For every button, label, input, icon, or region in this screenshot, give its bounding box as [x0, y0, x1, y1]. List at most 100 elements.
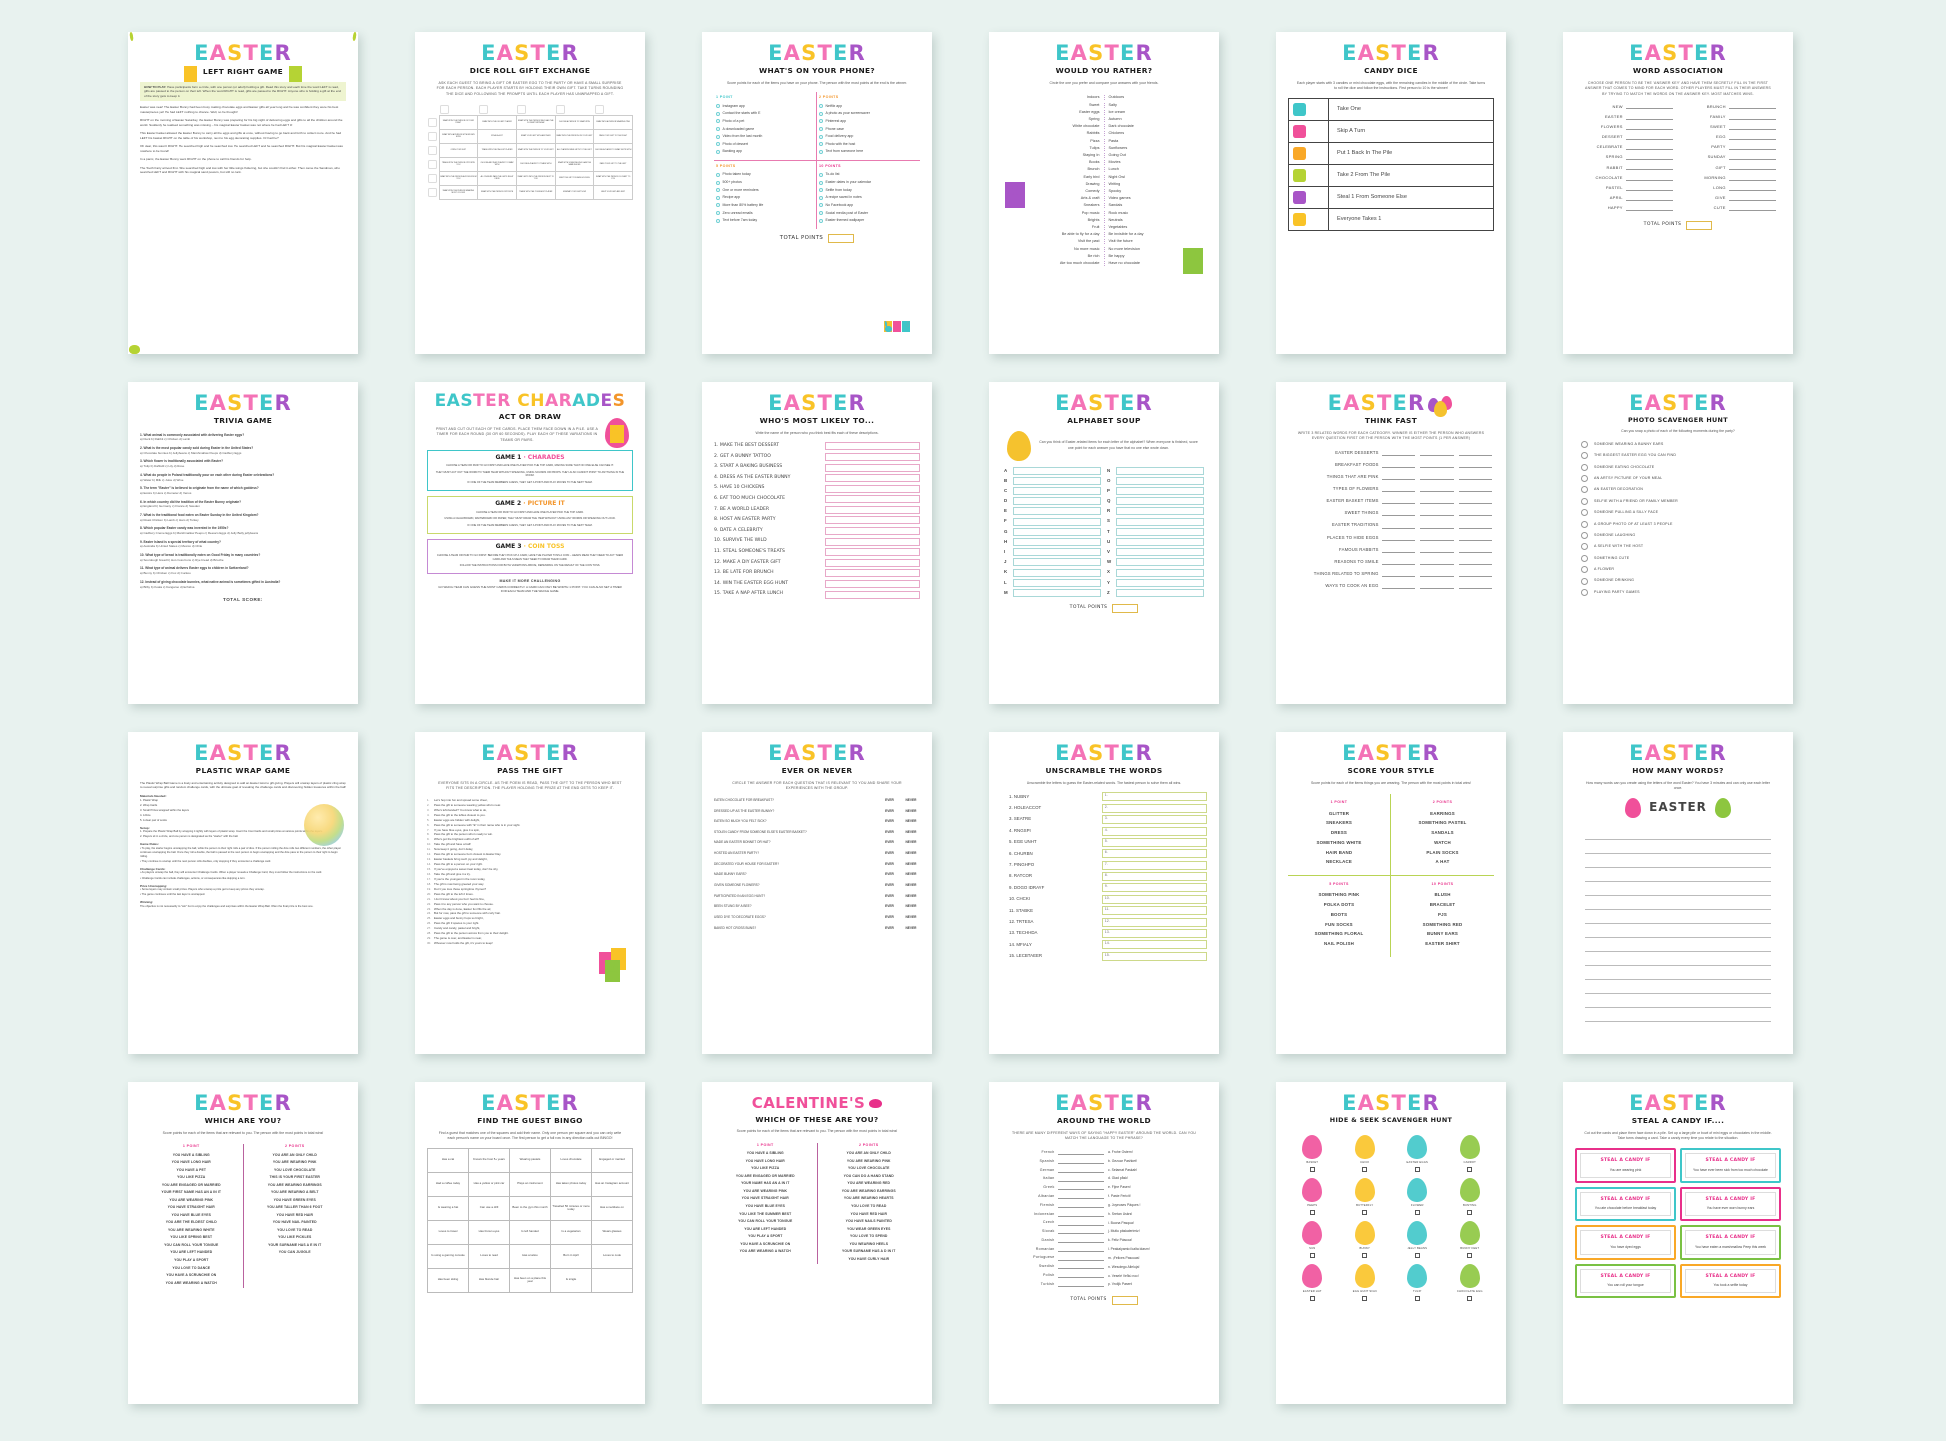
unscramble-row[interactable]: 4. RNGSPI 4.: [1001, 826, 1207, 836]
word-association-row[interactable]: RABBIT: [1580, 165, 1673, 171]
word-line[interactable]: [1585, 868, 1771, 882]
answer-input[interactable]: [1116, 548, 1204, 557]
total-points-input[interactable]: [828, 233, 855, 243]
language-row[interactable]: Swedish: [1001, 1264, 1104, 1270]
score-item[interactable]: YOU LIKE PIZZA: [751, 1166, 780, 1171]
style-item[interactable]: NECKLACE: [1326, 859, 1352, 865]
language-row[interactable]: Portuguese: [1001, 1255, 1104, 1261]
option-right[interactable]: Have no chocolate: [1108, 261, 1140, 265]
answer-input[interactable]: [1013, 538, 1101, 547]
answer-blank[interactable]: [1728, 108, 1776, 110]
most-likely-row[interactable]: 4. DRESS AS THE EASTER BUNNY: [714, 474, 920, 483]
checkbox-icon[interactable]: [819, 188, 823, 193]
checkbox-icon[interactable]: [819, 172, 823, 177]
hide-seek-item[interactable]: EASTER HAT: [1288, 1264, 1337, 1301]
sheet-easter-charades[interactable]: EASTER CHARADES ACT OR DRAW PRINT AND CU…: [415, 382, 645, 704]
checkbox-icon[interactable]: [716, 203, 720, 208]
hide-seek-item[interactable]: EGG HUNT SIGN: [1341, 1264, 1390, 1301]
answer-blank[interactable]: [1381, 575, 1416, 577]
style-item[interactable]: SOMETHING RED: [1422, 921, 1463, 927]
answer-blank[interactable]: [1458, 467, 1492, 469]
answer-blank[interactable]: [1420, 527, 1454, 529]
most-likely-row[interactable]: 12. MAKE A DIY EASTER GIFT: [714, 558, 920, 567]
checkbox-icon[interactable]: [819, 218, 823, 223]
option-left[interactable]: Brights: [1087, 217, 1100, 222]
most-likely-row[interactable]: 14. WIN THE EASTER EGG HUNT: [714, 580, 920, 589]
unscramble-row[interactable]: 8. RATCOR 8.: [1001, 872, 1207, 882]
answer-input[interactable]: 7.: [1101, 860, 1207, 870]
sheet-hide-seek-scavenger-hunt[interactable]: EASTER HIDE & SEEK SCAVENGER HUNT BASKET…: [1276, 1082, 1506, 1404]
answer-input[interactable]: 13.: [1101, 929, 1207, 939]
think-fast-row[interactable]: SWEET THINGS: [1288, 510, 1494, 517]
word-line[interactable]: [1585, 938, 1771, 952]
score-item[interactable]: YOU ARE WEARING A BELT: [270, 1190, 319, 1195]
answer-blank[interactable]: [1458, 551, 1492, 553]
bingo-cell[interactable]: Is wearing a hat: [427, 1195, 469, 1221]
language-row[interactable]: Czech: [1001, 1220, 1104, 1226]
answer-input[interactable]: 8.: [1101, 872, 1207, 882]
match-blank[interactable]: [1057, 1215, 1104, 1217]
alphabet-row[interactable]: Y: [1107, 578, 1204, 587]
option-right[interactable]: Sandals: [1108, 203, 1123, 208]
would-you-rather-pair[interactable]: Ate too much chocolate Have no chocolate: [1001, 260, 1207, 267]
never-option[interactable]: NEVER: [905, 893, 917, 898]
score-item[interactable]: YOU HAVE A SIBLING: [746, 1151, 784, 1156]
checkbox-icon[interactable]: [1414, 1167, 1420, 1173]
bingo-cell[interactable]: Plays an instrument: [509, 1171, 551, 1197]
never-option[interactable]: NEVER: [905, 904, 917, 909]
option-right[interactable]: Going Out: [1108, 152, 1126, 157]
sheet-how-many-words[interactable]: EASTER HOW MANY WORDS? How many words ca…: [1563, 732, 1793, 1054]
answer-blank[interactable]: [1625, 159, 1673, 161]
word-line[interactable]: [1585, 882, 1771, 896]
bingo-cell[interactable]: Has brown eyes: [468, 1219, 510, 1245]
answer-blank[interactable]: [1381, 539, 1416, 541]
score-item[interactable]: YOU PLAY A SPORT: [748, 1234, 783, 1239]
checklist-item[interactable]: Netflix app: [819, 104, 918, 109]
option-left[interactable]: Be rich: [1087, 253, 1100, 258]
ever-or-never-row[interactable]: MADE BUNNY EARS? EVER NEVER: [714, 872, 920, 877]
sheet-left-right-game[interactable]: EASTER LEFT RIGHT GAME HOW TO PLAY: Have…: [128, 32, 358, 354]
answer-input[interactable]: 9.: [1101, 883, 1207, 893]
checkbox-icon[interactable]: [1362, 1167, 1368, 1173]
hide-seek-item[interactable]: CARROT: [1446, 1135, 1495, 1173]
checkbox-icon[interactable]: [1581, 497, 1588, 505]
steal-candy-card[interactable]: STEAL A CANDY IF You have ever been sick …: [1680, 1147, 1781, 1183]
answer-input[interactable]: [1116, 497, 1204, 506]
answer-blank[interactable]: [1625, 210, 1673, 212]
bingo-cell[interactable]: Wearing pastels: [509, 1147, 551, 1173]
score-item[interactable]: YOUR FIRST NAME HAS AN A IN IT: [161, 1190, 222, 1195]
think-fast-row[interactable]: EASTER DESSERTS: [1288, 450, 1494, 457]
answer-input[interactable]: 3.: [1101, 815, 1207, 825]
answer-blank[interactable]: [1381, 503, 1416, 505]
word-association-row[interactable]: PARTY: [1683, 144, 1776, 151]
word-association-row[interactable]: SPRING: [1580, 154, 1673, 161]
answer-input[interactable]: [1116, 527, 1204, 536]
score-item[interactable]: YOU ARE WEARING A WATCH: [739, 1249, 791, 1254]
answer-input[interactable]: 12.: [1101, 917, 1207, 927]
style-item[interactable]: PLAIN SOCKS: [1426, 849, 1459, 855]
answer-blank[interactable]: [1625, 118, 1673, 120]
score-item[interactable]: YOU CAN ROLL YOUR TONGUE: [164, 1242, 219, 1247]
checklist-item[interactable]: Photo of a pet: [716, 119, 814, 124]
would-you-rather-pair[interactable]: Be able to fly for a day Be invisible for…: [1001, 231, 1207, 238]
score-item[interactable]: YOU HAVE A SCRUNCHIE ON: [740, 1241, 791, 1246]
option-left[interactable]: Early bird: [1083, 174, 1100, 179]
scavenger-item[interactable]: SOMEONE EATING CHOCOLATE: [1575, 463, 1781, 471]
word-line[interactable]: [1585, 826, 1771, 840]
checkbox-icon[interactable]: [819, 111, 823, 116]
never-option[interactable]: NEVER: [905, 808, 917, 813]
alphabet-row[interactable]: I: [1004, 548, 1101, 557]
bingo-cell[interactable]: Travelled 50 minutes or more today: [550, 1195, 592, 1221]
answer-input[interactable]: [1116, 578, 1204, 587]
answer-blank[interactable]: [1381, 479, 1416, 481]
steal-candy-card[interactable]: STEAL A CANDY IF You have eaten a marshma…: [1680, 1225, 1781, 1260]
would-you-rather-pair[interactable]: Be rich Be happy: [1001, 253, 1207, 260]
option-right[interactable]: Dark chocolate: [1108, 124, 1134, 129]
answer-blank[interactable]: [1625, 138, 1673, 140]
option-left[interactable]: Easter eggs: [1079, 109, 1100, 114]
never-option[interactable]: NEVER: [905, 840, 917, 845]
score-item[interactable]: YOU LIKE PIZZA: [177, 1175, 206, 1180]
unscramble-row[interactable]: 10. CHCKI 10.: [1001, 894, 1207, 904]
alphabet-row[interactable]: E: [1004, 507, 1101, 516]
answer-input[interactable]: [1116, 517, 1204, 526]
